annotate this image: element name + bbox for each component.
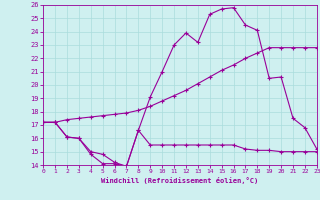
X-axis label: Windchill (Refroidissement éolien,°C): Windchill (Refroidissement éolien,°C) xyxy=(101,177,259,184)
